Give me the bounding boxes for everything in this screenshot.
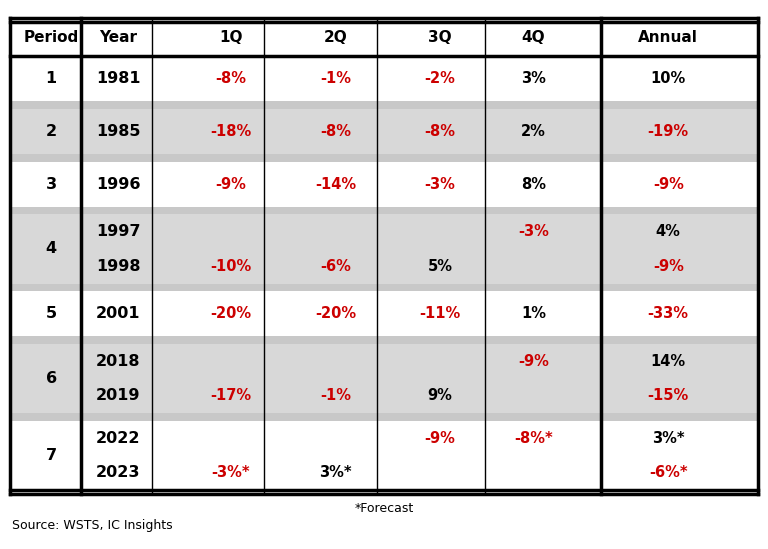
- Text: 1Q: 1Q: [219, 30, 243, 44]
- Text: -18%: -18%: [210, 124, 251, 139]
- Text: -9%: -9%: [518, 354, 549, 369]
- Text: 5: 5: [45, 306, 57, 321]
- Text: -8%: -8%: [425, 124, 455, 139]
- Text: 2Q: 2Q: [323, 30, 347, 44]
- Text: 3: 3: [45, 177, 57, 192]
- Text: 1: 1: [45, 71, 57, 86]
- Text: -9%: -9%: [653, 259, 684, 274]
- Text: -3%: -3%: [425, 177, 455, 192]
- Text: -20%: -20%: [210, 306, 251, 321]
- Text: -2%: -2%: [425, 71, 455, 86]
- Bar: [10, 154, 758, 161]
- Bar: [10, 337, 758, 344]
- Text: -15%: -15%: [647, 388, 689, 404]
- Text: 10%: 10%: [650, 71, 686, 86]
- Text: 5%: 5%: [428, 259, 452, 274]
- Text: 2019: 2019: [96, 388, 141, 404]
- Text: -19%: -19%: [647, 124, 689, 139]
- Text: -8%: -8%: [215, 71, 247, 86]
- Text: 4Q: 4Q: [521, 30, 545, 44]
- Text: 3%: 3%: [521, 71, 546, 86]
- Text: 2: 2: [45, 124, 57, 139]
- Text: -6%: -6%: [320, 259, 351, 274]
- Bar: [10, 284, 758, 291]
- Text: -9%: -9%: [653, 177, 684, 192]
- Text: -9%: -9%: [425, 430, 455, 446]
- Text: -33%: -33%: [647, 306, 689, 321]
- Text: 9%: 9%: [428, 388, 452, 404]
- Bar: [10, 215, 758, 284]
- Text: Period: Period: [24, 30, 79, 44]
- Bar: [10, 421, 758, 490]
- Text: 1996: 1996: [96, 177, 141, 192]
- Bar: [10, 413, 758, 421]
- Text: -10%: -10%: [210, 259, 251, 274]
- Text: 1981: 1981: [96, 71, 141, 86]
- Text: 2%: 2%: [521, 124, 546, 139]
- Text: -8%: -8%: [320, 124, 351, 139]
- Bar: [10, 291, 758, 337]
- Text: 3%*: 3%*: [319, 465, 352, 480]
- Text: -14%: -14%: [315, 177, 356, 192]
- Text: *Forecast: *Forecast: [354, 501, 414, 514]
- Text: Annual: Annual: [638, 30, 698, 44]
- Bar: [10, 56, 758, 101]
- Text: 3Q: 3Q: [429, 30, 452, 44]
- Bar: [10, 207, 758, 215]
- Text: -6%*: -6%*: [649, 465, 687, 480]
- Bar: [10, 161, 758, 207]
- Text: -20%: -20%: [315, 306, 356, 321]
- Text: -8%*: -8%*: [515, 430, 553, 446]
- Text: 14%: 14%: [650, 354, 686, 369]
- Text: -9%: -9%: [215, 177, 246, 192]
- Text: 1985: 1985: [96, 124, 141, 139]
- Bar: [10, 109, 758, 154]
- Bar: [10, 344, 758, 413]
- Text: 2022: 2022: [96, 430, 141, 446]
- Text: 3%*: 3%*: [652, 430, 684, 446]
- Text: 1998: 1998: [96, 259, 141, 274]
- Text: 2001: 2001: [96, 306, 141, 321]
- Text: 6: 6: [45, 371, 57, 386]
- Text: 2018: 2018: [96, 354, 141, 369]
- Bar: [10, 101, 758, 109]
- Text: 4: 4: [45, 242, 57, 256]
- Text: -1%: -1%: [320, 388, 351, 404]
- Text: 2023: 2023: [96, 465, 141, 480]
- Text: 7: 7: [45, 448, 57, 463]
- Text: -17%: -17%: [210, 388, 251, 404]
- Text: 8%: 8%: [521, 177, 546, 192]
- Text: -1%: -1%: [320, 71, 351, 86]
- Text: -3%: -3%: [518, 224, 549, 239]
- Text: -11%: -11%: [419, 306, 461, 321]
- Text: 1%: 1%: [521, 306, 546, 321]
- Text: Source: WSTS, IC Insights: Source: WSTS, IC Insights: [12, 519, 173, 533]
- Text: 4%: 4%: [656, 224, 680, 239]
- Text: -3%*: -3%*: [211, 465, 250, 480]
- Text: Year: Year: [100, 30, 137, 44]
- Text: 1997: 1997: [96, 224, 141, 239]
- Bar: [10, 18, 758, 56]
